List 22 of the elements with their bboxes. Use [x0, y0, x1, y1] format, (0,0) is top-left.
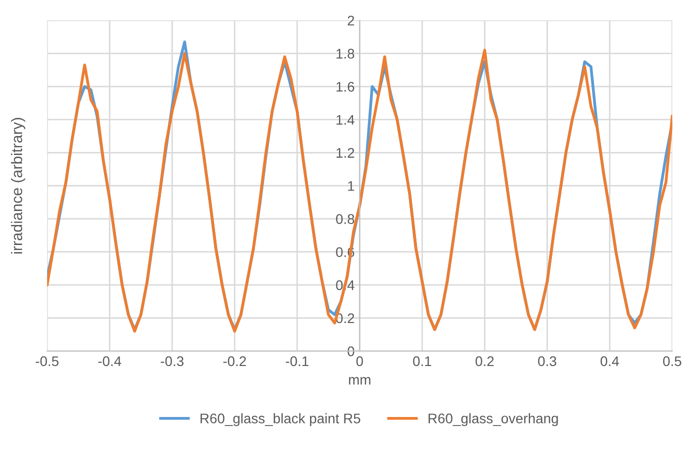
y-tick-label: 0.8: [336, 214, 354, 224]
y-tick-label: 1.2: [336, 148, 354, 158]
x-tick-label: -0.5: [36, 356, 59, 366]
y-tick-label: 1.4: [336, 115, 354, 125]
legend-label: R60_glass_black paint R5: [200, 413, 360, 426]
x-tick-label: 0: [356, 356, 363, 366]
x-tick-label: 0.3: [538, 356, 556, 366]
y-tick-label: 1.6: [336, 82, 354, 92]
x-tick-label: 0.1: [413, 356, 432, 366]
x-axis-title: mm: [349, 377, 370, 385]
x-tick-label: 0.4: [600, 356, 619, 366]
legend-label: R60_glass_overhang: [428, 413, 558, 426]
x-tick-label: 0.2: [476, 356, 494, 366]
x-tick-label: -0.1: [286, 356, 308, 366]
y-tick-label: 1: [348, 181, 354, 191]
y-tick-label: 1.8: [336, 48, 354, 59]
x-tick-label: -0.2: [223, 356, 246, 366]
x-tick-label: -0.3: [160, 356, 184, 366]
y-tick-label: 2: [348, 16, 354, 26]
x-tick-label: -0.4: [98, 356, 122, 366]
y-axis-title: irradiance (arbitrary): [11, 118, 26, 254]
x-tick-label: 0.5: [663, 356, 682, 366]
